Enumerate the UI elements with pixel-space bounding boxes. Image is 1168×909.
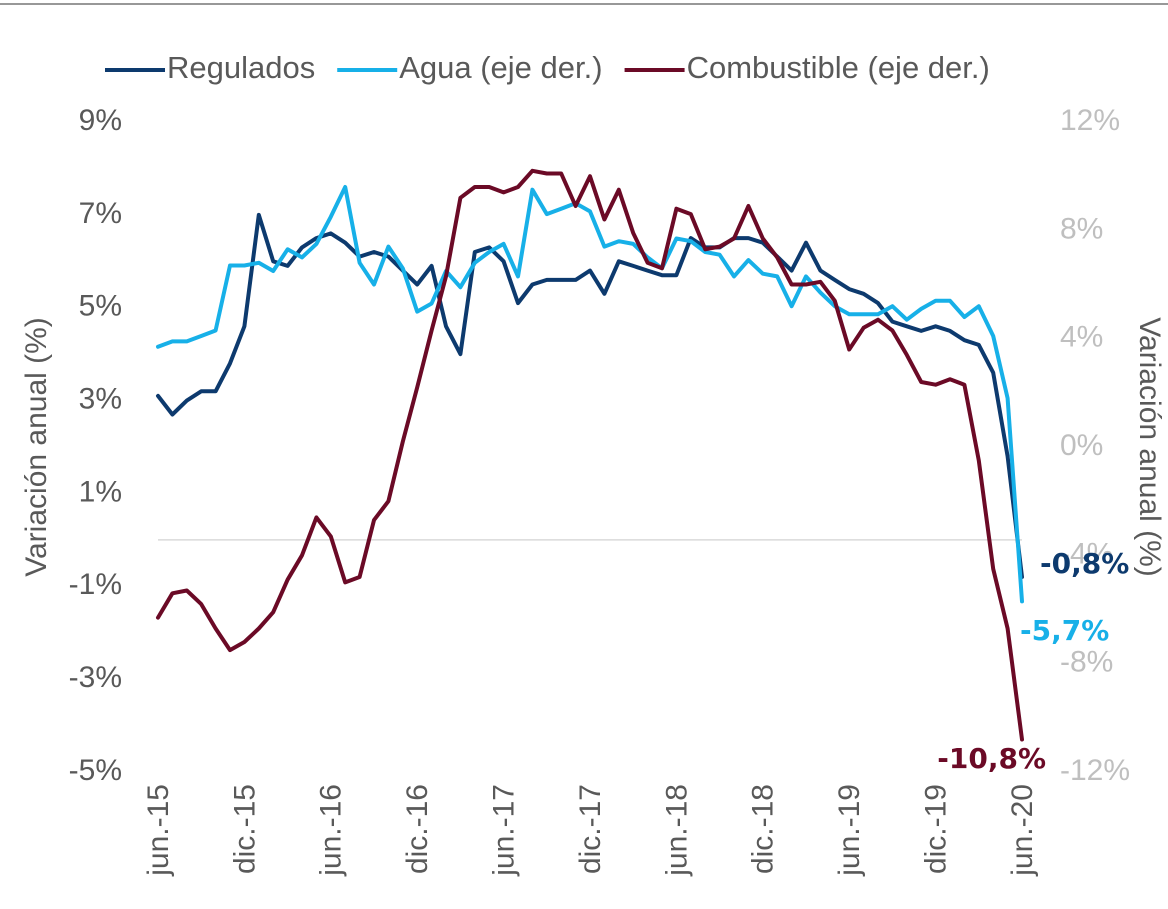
y2-tick-label: 4% xyxy=(1060,321,1103,354)
x-tick-label: jun.-16 xyxy=(315,784,348,877)
y-tick-label: -1% xyxy=(69,568,122,601)
x-tick-label: jun.-17 xyxy=(488,784,521,877)
y-axis-label: Variación anual (%) xyxy=(20,317,53,577)
legend-label: Regulados xyxy=(167,50,315,85)
x-tick-label: jun.-18 xyxy=(660,784,693,877)
y-tick-label: -5% xyxy=(69,754,122,787)
series-line xyxy=(156,185,1024,604)
y2-tick-label: 12% xyxy=(1060,104,1120,137)
data-label: -10,8% xyxy=(937,742,1046,775)
y-tick-label: 5% xyxy=(79,290,122,323)
x-tick-label: dic.-16 xyxy=(401,784,434,874)
y-tick-label: 9% xyxy=(79,104,122,137)
data-label: -5,7% xyxy=(1020,614,1109,647)
y-tick-label: 1% xyxy=(79,475,122,508)
legend-label: Agua (eje der.) xyxy=(399,50,602,85)
x-tick-label: dic.-18 xyxy=(747,784,780,874)
data-label: -0,8% xyxy=(1040,547,1129,580)
x-tick-label: dic.-15 xyxy=(228,784,261,874)
series-line xyxy=(156,212,1024,579)
y2-tick-label: -4% xyxy=(1060,537,1113,570)
y-tick-label: 7% xyxy=(79,197,122,230)
x-tick-label: jun.-19 xyxy=(833,784,866,877)
y2-tick-label: -8% xyxy=(1060,646,1113,679)
x-tick-label: dic.-19 xyxy=(920,784,953,874)
y2-axis-label: Variación anual (%) xyxy=(1133,317,1166,577)
x-tick-label: jun.-20 xyxy=(1006,784,1039,877)
x-tick-label: jun.-15 xyxy=(142,784,175,877)
legend-label: Combustible (eje der.) xyxy=(687,50,990,85)
y-tick-label: 3% xyxy=(79,382,122,415)
y2-tick-label: -12% xyxy=(1060,754,1130,787)
y2-tick-label: 8% xyxy=(1060,212,1103,245)
series-line xyxy=(156,168,1024,742)
y-tick-label: -3% xyxy=(69,661,122,694)
y2-tick-label: 0% xyxy=(1060,429,1103,462)
x-tick-label: dic.-17 xyxy=(574,784,607,874)
